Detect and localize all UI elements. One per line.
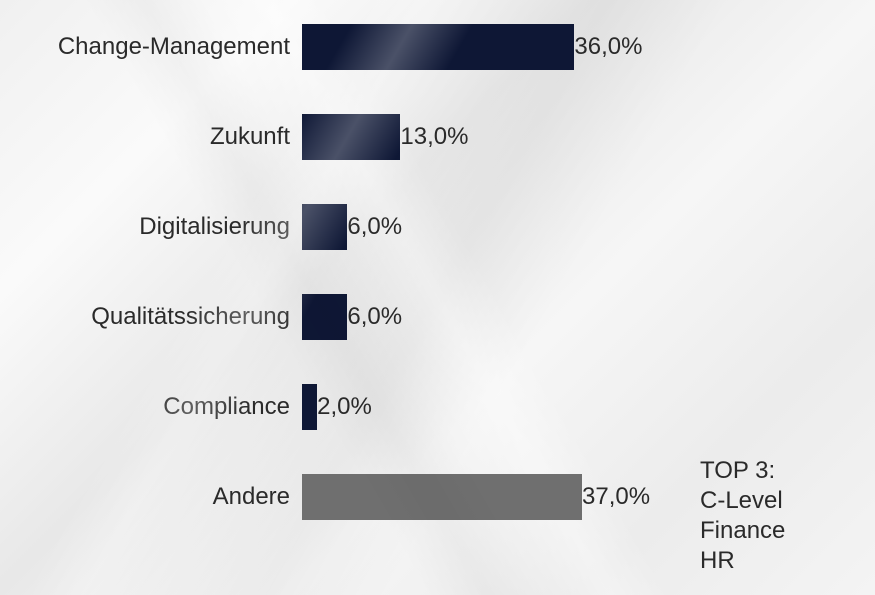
annotation-line: TOP 3: [700, 456, 785, 486]
bar-row: Change-Management 36,0% [0, 24, 875, 70]
value-label: 13,0% [388, 123, 468, 151]
bar-row: Digitalisierung 6,0% [0, 204, 875, 250]
value-label: 6,0% [335, 213, 402, 241]
bar-row: Compliance2,0% [0, 384, 875, 430]
bar-row: Zukunft 13,0% [0, 114, 875, 160]
bar [302, 114, 400, 160]
annotation-line: C-Level [700, 486, 785, 516]
category-label: Compliance [0, 393, 302, 421]
bar [302, 474, 582, 520]
annotation-line: HR [700, 546, 785, 576]
bar-area [302, 24, 582, 70]
category-label: Digitalisierung [0, 213, 302, 241]
bar-chart: Change-Management 36,0% Zukunft 13,0% Digita… [0, 0, 875, 595]
annotation-top3: TOP 3:C-LevelFinanceHR [700, 456, 785, 576]
value-label: 36,0% [562, 33, 642, 61]
value-label: 37,0% [570, 483, 650, 511]
category-label: Zukunft [0, 123, 302, 151]
value-label: 6,0% [335, 303, 402, 331]
category-label: Change-Management [0, 33, 302, 61]
chart-canvas: Change-Management 36,0% Zukunft 13,0% Digita… [0, 0, 875, 595]
annotation-line: Finance [700, 516, 785, 546]
bar-area [302, 474, 582, 520]
value-label: 2,0% [305, 393, 372, 421]
bar-row: Qualitätssicherung 6,0% [0, 294, 875, 340]
category-label: Andere [0, 483, 302, 511]
bar [302, 24, 574, 70]
category-label: Qualitätssicherung [0, 303, 302, 331]
